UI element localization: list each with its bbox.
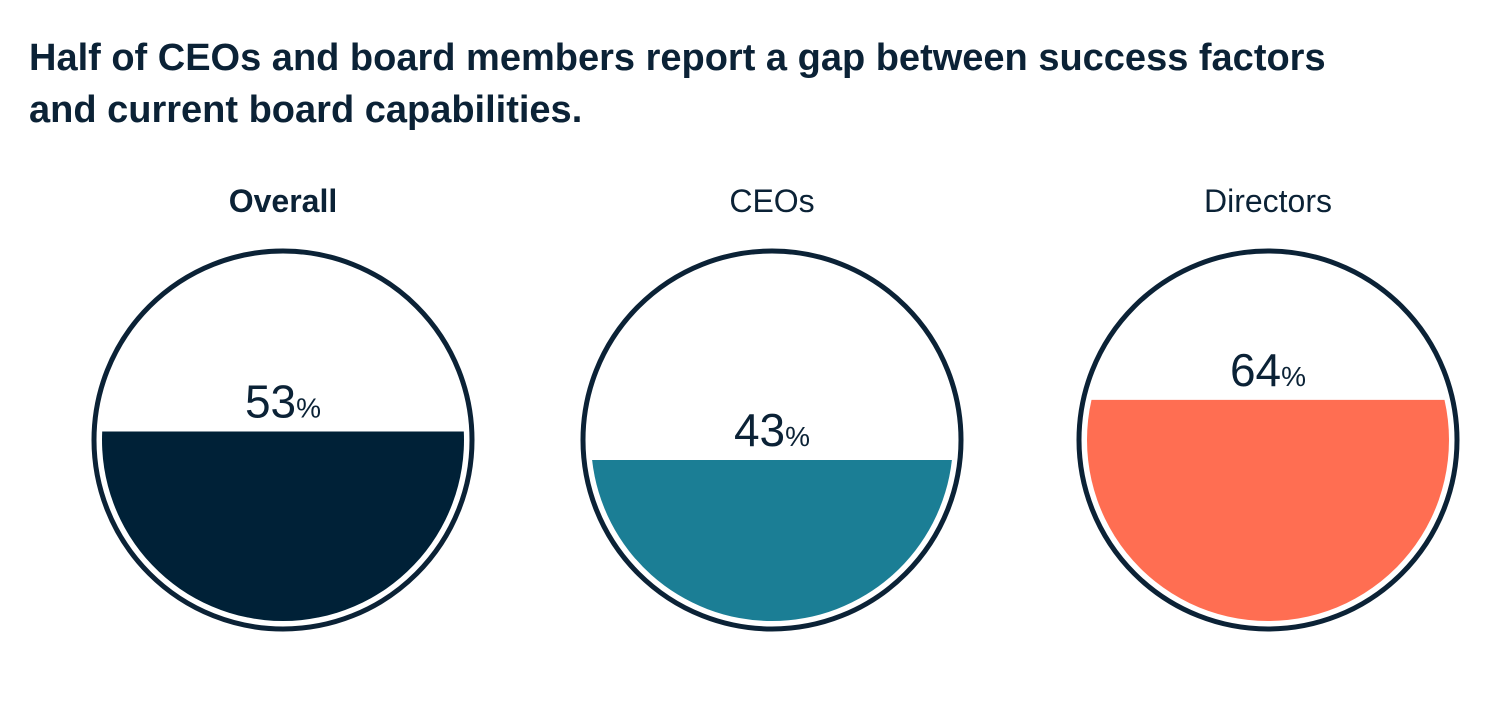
gauge-directors: Directors 64%	[1076, 183, 1460, 632]
gauge-value-number-directors: 64	[1230, 344, 1281, 396]
gauge-value-unit-directors: %	[1281, 361, 1306, 392]
gauge-value-ceos: 43%	[734, 404, 810, 456]
gauge-value-unit-overall: %	[296, 392, 321, 423]
gauge-fill-overall	[102, 431, 465, 621]
gauge-value-number-ceos: 43	[734, 404, 785, 456]
gauge-ceos: CEOs 43%	[580, 183, 964, 632]
chart-title: Half of CEOs and board members report a …	[29, 37, 1326, 131]
gauge-label-overall: Overall	[229, 183, 338, 219]
gauge-value-number-overall: 53	[245, 375, 296, 427]
gauge-overall: Overall 53%	[91, 183, 475, 632]
gauge-value-overall: 53%	[245, 375, 321, 427]
gauge-label-ceos: CEOs	[729, 183, 814, 219]
gauge-value-unit-ceos: %	[785, 421, 810, 452]
gauge-fill-ceos	[592, 459, 952, 622]
gauge-value-directors: 64%	[1230, 344, 1306, 396]
gauge-fill-directors	[1087, 399, 1449, 622]
gauge-label-directors: Directors	[1204, 183, 1332, 219]
